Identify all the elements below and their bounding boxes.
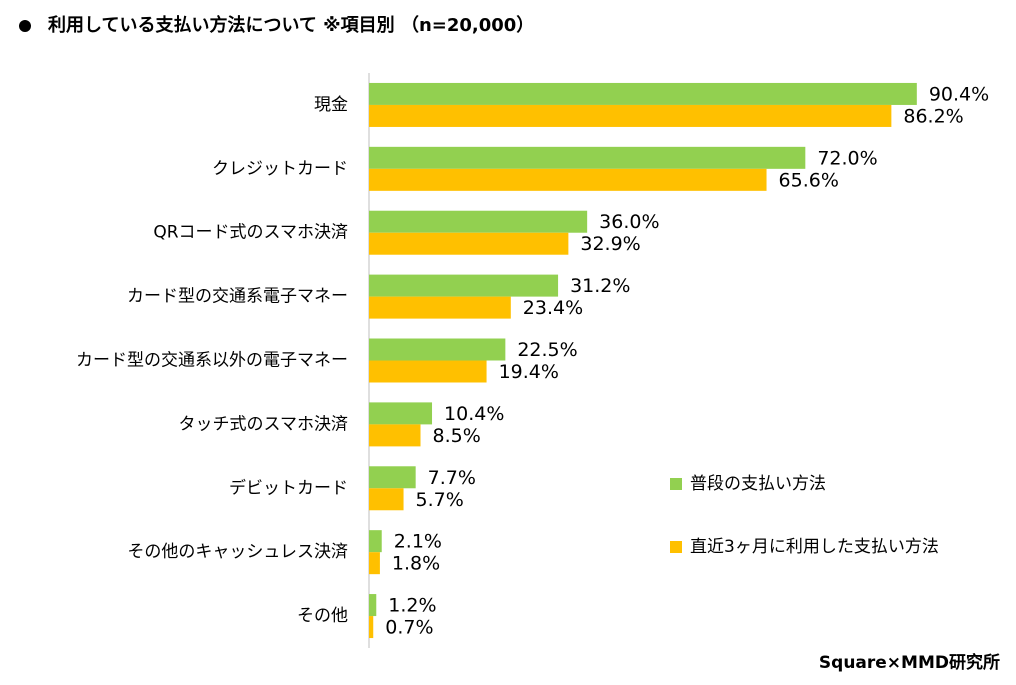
category-label: QRコード式のスマホ決済	[153, 223, 348, 243]
category-label: デビットカード	[229, 477, 348, 498]
category-label: タッチ式のスマホ決済	[179, 414, 349, 434]
value-label: 5.7%	[416, 489, 464, 511]
value-label: 32.9%	[580, 233, 640, 255]
bar	[369, 402, 433, 425]
value-label: 36.0%	[599, 211, 659, 233]
category-label: クレジットカード	[212, 159, 348, 179]
value-label: 86.2%	[903, 105, 963, 127]
category-label: カード型の交通系電子マネー	[127, 287, 348, 307]
bar	[369, 274, 559, 297]
value-label: 1.8%	[392, 553, 440, 575]
bar	[369, 488, 404, 511]
value-label: 2.1%	[394, 531, 442, 553]
bar	[369, 168, 767, 191]
value-label: 8.5%	[433, 425, 481, 447]
value-label: 90.4%	[929, 83, 989, 105]
source: Square×MMD研究所	[819, 652, 1000, 673]
category-label: その他のキャッシュレス決済	[127, 542, 348, 562]
value-label: 31.2%	[570, 275, 630, 297]
bar	[369, 424, 421, 447]
value-label: 1.2%	[388, 595, 436, 617]
bar	[369, 232, 569, 255]
bar	[369, 210, 588, 233]
bar	[369, 104, 892, 127]
legend-swatch	[670, 478, 682, 490]
value-label: 72.0%	[817, 147, 877, 169]
legend-label: 直近3ヶ月に利用した支払い方法	[690, 537, 939, 557]
category-label: カード型の交通系以外の電子マネー	[76, 351, 348, 371]
bar	[369, 82, 917, 105]
chart-title: 利用している支払い方法について ※項目別 （n=20,000）	[48, 14, 534, 36]
value-label: 22.5%	[517, 339, 577, 361]
legend-swatch	[670, 541, 682, 553]
bar	[369, 338, 506, 361]
value-label: 19.4%	[499, 361, 559, 383]
legend-label: 普段の支払い方法	[690, 474, 826, 494]
bar	[369, 552, 380, 575]
bar	[369, 530, 382, 553]
category-label: その他	[297, 606, 348, 626]
title-bullet	[19, 20, 31, 32]
bar	[369, 616, 374, 639]
value-label: 10.4%	[444, 403, 504, 425]
value-label: 65.6%	[779, 169, 839, 191]
value-label: 0.7%	[385, 617, 433, 639]
bar	[369, 594, 377, 617]
bar	[369, 296, 511, 319]
bar	[369, 466, 416, 489]
category-label: 現金	[314, 95, 348, 115]
bar	[369, 146, 806, 169]
bar	[369, 360, 487, 383]
value-label: 7.7%	[428, 467, 476, 489]
value-label: 23.4%	[523, 297, 583, 319]
